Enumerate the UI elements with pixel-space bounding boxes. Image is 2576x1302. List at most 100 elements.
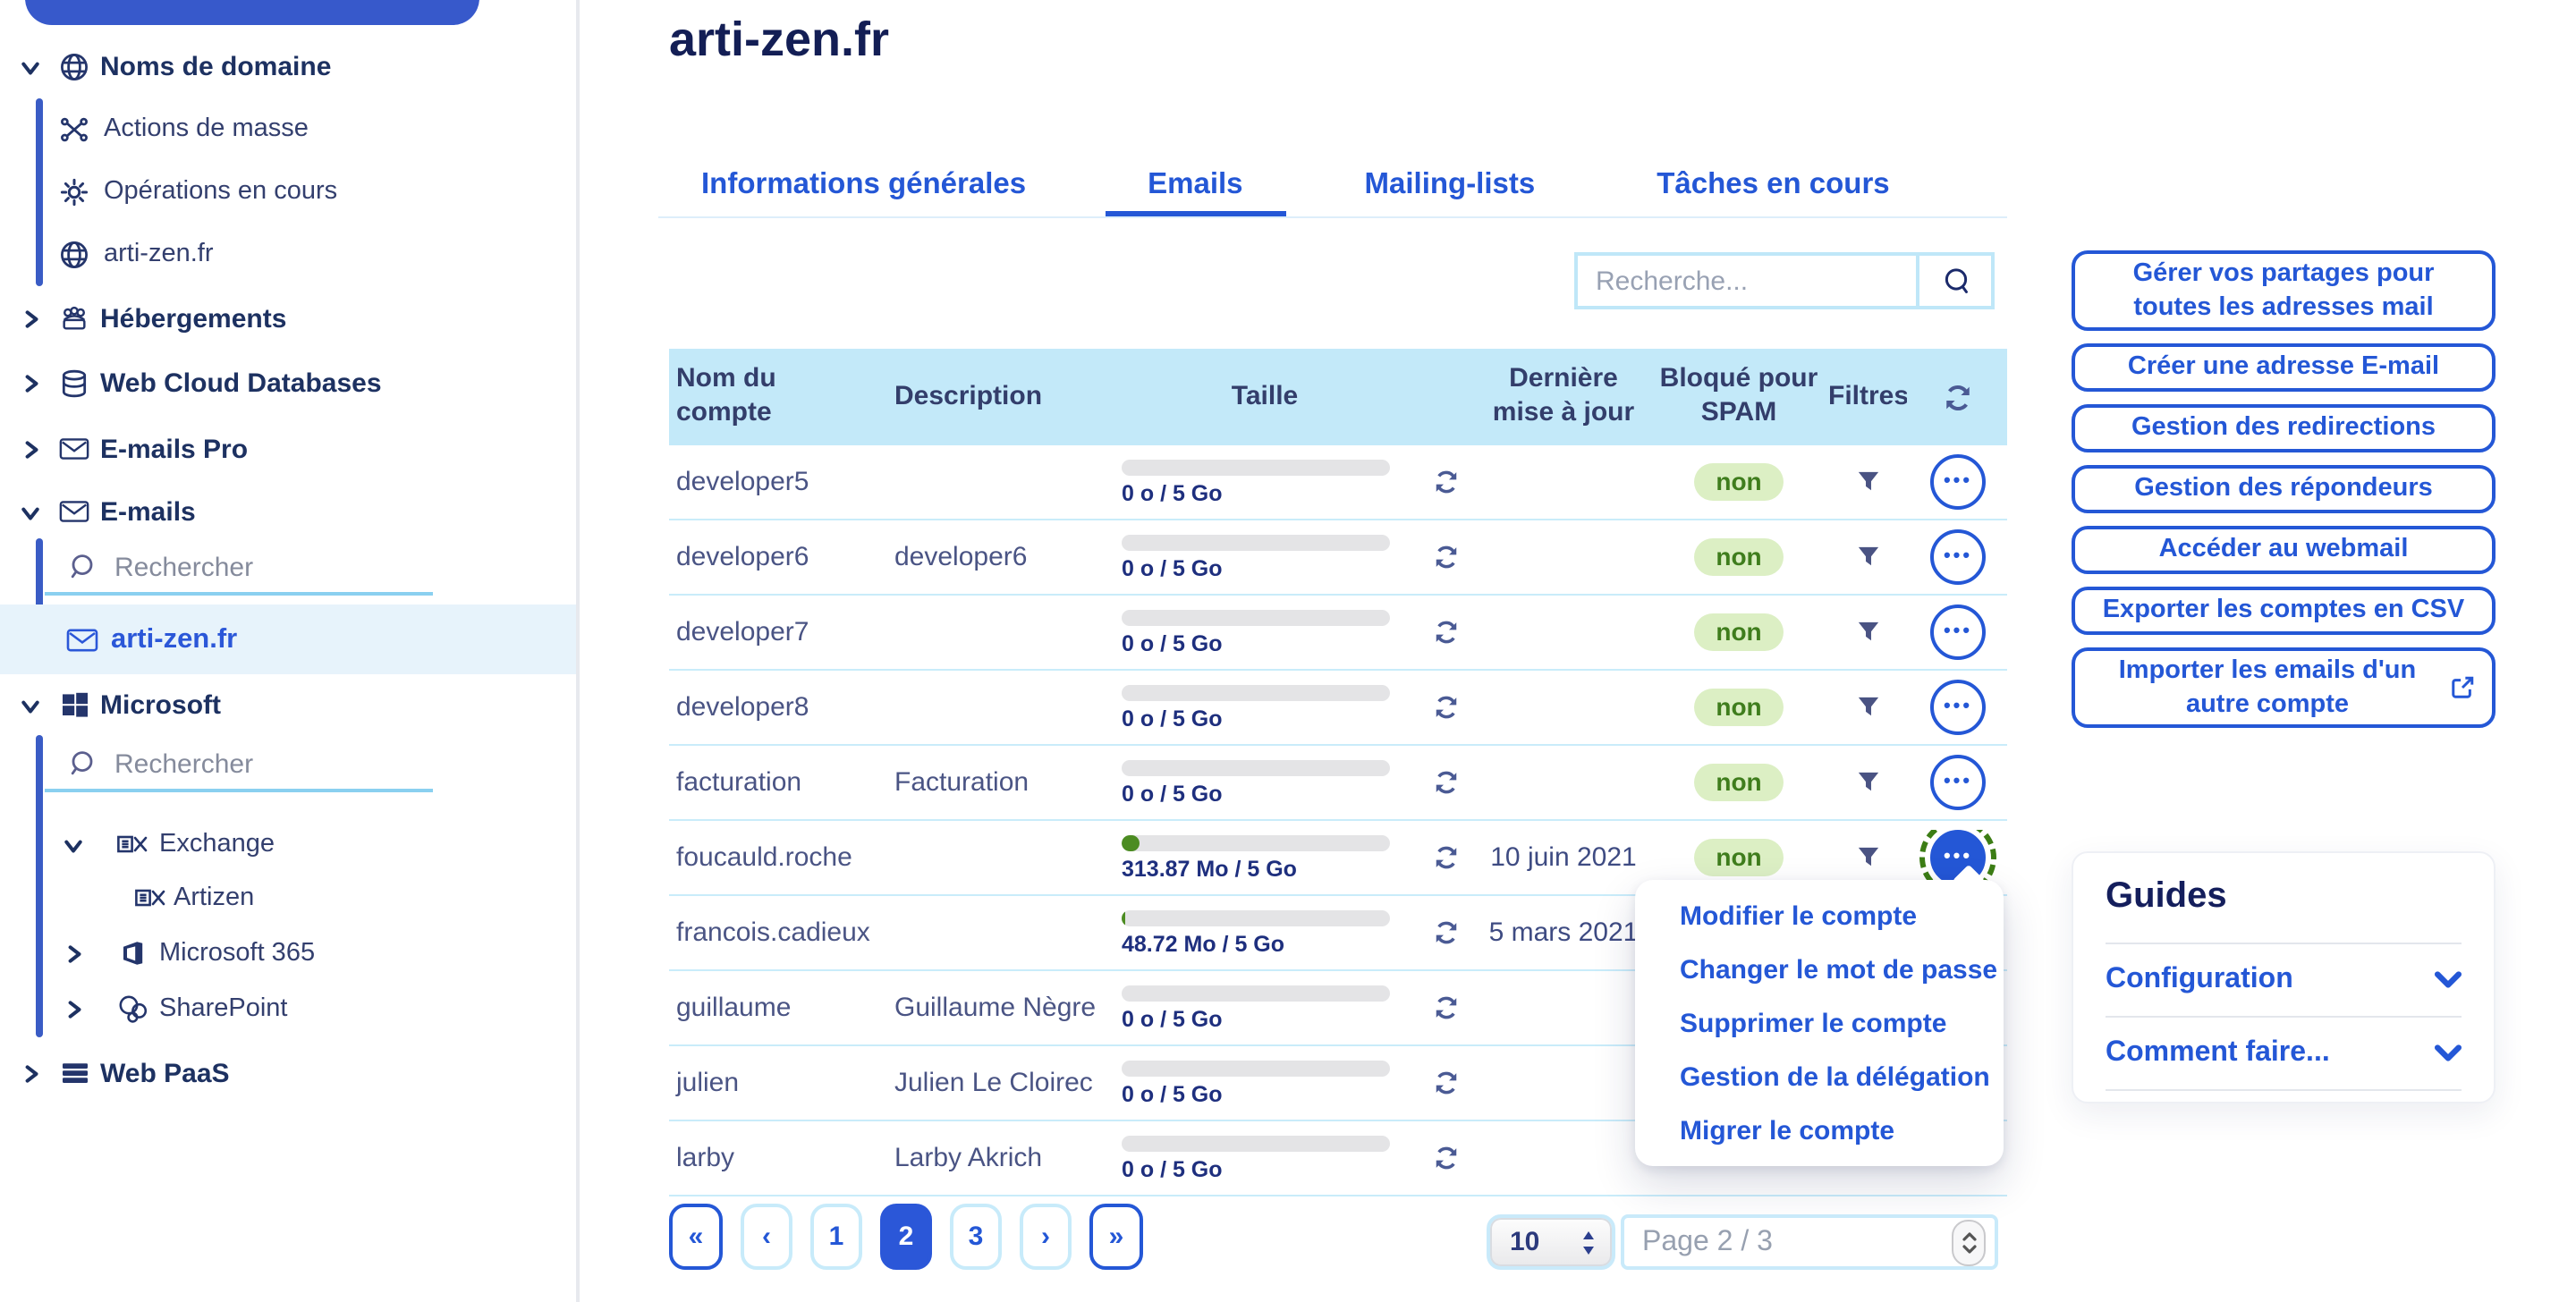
spam-status-badge: non bbox=[1694, 763, 1784, 802]
hosting-icon bbox=[59, 304, 89, 333]
filter-icon[interactable] bbox=[1828, 545, 1907, 569]
database-icon bbox=[59, 368, 89, 398]
export-csv-button[interactable]: Exporter les comptes en CSV bbox=[2072, 587, 2496, 636]
quota-progress bbox=[1122, 609, 1390, 625]
sidebar: Noms de domaine Actions de masse Opérati… bbox=[0, 0, 576, 1302]
row-actions-button[interactable]: ••• bbox=[1929, 755, 1985, 810]
sidebar-item-web-paas[interactable]: Web PaaS bbox=[0, 1050, 594, 1096]
mail-icon bbox=[66, 627, 98, 652]
chevron-down-icon bbox=[2435, 1044, 2462, 1062]
filter-icon[interactable] bbox=[1828, 470, 1907, 494]
first-page-button[interactable]: « bbox=[669, 1204, 723, 1270]
table-row: facturation Facturation 0 o / 5 Go non •… bbox=[669, 746, 2007, 821]
sidebar-item-mass-actions[interactable]: Actions de masse bbox=[0, 106, 635, 152]
chevron-right-icon bbox=[61, 943, 86, 963]
chevron-right-icon bbox=[18, 309, 43, 328]
quota-progress bbox=[1122, 1135, 1390, 1151]
sidebar-item-emails-pro[interactable]: E-mails Pro bbox=[0, 426, 594, 472]
sidebar-item-microsoft-365[interactable]: Microsoft 365 bbox=[0, 930, 637, 976]
autoresponders-button[interactable]: Gestion des répondeurs bbox=[2072, 465, 2496, 514]
guide-link-how-to[interactable]: Comment faire... bbox=[2106, 1018, 2462, 1091]
refresh-table-button[interactable] bbox=[1907, 382, 2007, 412]
import-emails-button[interactable]: Importer les emails d'un autre compte bbox=[2072, 647, 2496, 729]
chevron-down-icon bbox=[64, 832, 83, 857]
table-row: developer6 developer6 0 o / 5 Go non ••• bbox=[669, 520, 2007, 596]
search-button[interactable] bbox=[1916, 256, 1991, 306]
row-actions-button[interactable]: ••• bbox=[1929, 529, 1985, 585]
sidebar-search-input[interactable] bbox=[111, 550, 386, 584]
page-title: arti-zen.fr bbox=[669, 13, 890, 66]
menu-item-modify-account[interactable]: Modifier le compte bbox=[1680, 900, 1918, 931]
webmail-button[interactable]: Accéder au webmail bbox=[2072, 526, 2496, 575]
quota-progress bbox=[1122, 909, 1390, 926]
spam-status-badge: non bbox=[1694, 838, 1784, 877]
refresh-row-icon[interactable] bbox=[1413, 619, 1478, 646]
next-page-button[interactable]: › bbox=[1020, 1204, 1072, 1270]
filter-icon[interactable] bbox=[1828, 846, 1907, 869]
gear-icon bbox=[59, 176, 89, 207]
page-1-button[interactable]: 1 bbox=[810, 1204, 862, 1270]
previous-page-button[interactable]: ‹ bbox=[741, 1204, 792, 1270]
filter-icon[interactable] bbox=[1828, 771, 1907, 794]
sidebar-search-microsoft-input[interactable] bbox=[111, 747, 386, 781]
mail-icon bbox=[59, 499, 89, 524]
quota-progress bbox=[1122, 459, 1390, 475]
guide-link-configuration[interactable]: Configuration bbox=[2106, 944, 2462, 1018]
page-2-button-current[interactable]: 2 bbox=[880, 1204, 932, 1270]
page-indicator-input[interactable] bbox=[1624, 1224, 1952, 1260]
refresh-row-icon[interactable] bbox=[1413, 919, 1478, 946]
accounts-table: Nom du compte Description Taille Dernièr… bbox=[669, 349, 2007, 1196]
last-page-button[interactable]: » bbox=[1089, 1204, 1143, 1270]
menu-item-change-password[interactable]: Changer le mot de passe bbox=[1680, 954, 1998, 985]
row-actions-button[interactable]: ••• bbox=[1929, 680, 1985, 735]
redirections-button[interactable]: Gestion des redirections bbox=[2072, 404, 2496, 453]
table-row: developer8 0 o / 5 Go non ••• bbox=[669, 671, 2007, 746]
chevron-down-icon bbox=[2435, 971, 2462, 989]
sidebar-item-microsoft[interactable]: Microsoft bbox=[0, 681, 594, 728]
page-3-button[interactable]: 3 bbox=[950, 1204, 1002, 1270]
filter-icon[interactable] bbox=[1828, 621, 1907, 644]
tab-mailing-lists[interactable]: Mailing-lists bbox=[1364, 168, 1536, 200]
search-input[interactable] bbox=[1578, 256, 1916, 306]
manage-shares-button[interactable]: Gérer vos partages pour toutes les adres… bbox=[2072, 250, 2496, 332]
tab-informations-generales[interactable]: Informations générales bbox=[701, 168, 1027, 200]
table-row: developer5 0 o / 5 Go non ••• bbox=[669, 445, 2007, 520]
tab-emails[interactable]: Emails bbox=[1105, 154, 1285, 216]
select-arrows-icon bbox=[1581, 1230, 1596, 1255]
sidebar-item-artizen-mailbox-selected[interactable]: arti-zen.fr bbox=[0, 604, 576, 674]
globe-icon bbox=[59, 51, 89, 81]
refresh-row-icon[interactable] bbox=[1413, 1070, 1478, 1096]
mass-actions-icon bbox=[59, 114, 89, 144]
create-email-button[interactable]: Créer une adresse E-mail bbox=[2072, 343, 2496, 393]
filter-icon[interactable] bbox=[1828, 696, 1907, 719]
sidebar-item-domains[interactable]: Noms de domaine bbox=[0, 43, 594, 89]
refresh-row-icon[interactable] bbox=[1413, 769, 1478, 796]
sidebar-top-button[interactable] bbox=[25, 0, 479, 25]
row-actions-menu: Modifier le compte Changer le mot de pas… bbox=[1635, 864, 2004, 1166]
menu-item-delegation[interactable]: Gestion de la délégation bbox=[1680, 1061, 1990, 1092]
sidebar-item-exchange[interactable]: Exchange bbox=[0, 821, 637, 867]
sidebar-item-operations[interactable]: Opérations en cours bbox=[0, 168, 635, 215]
sidebar-item-sharepoint[interactable]: SharePoint bbox=[0, 985, 637, 1032]
refresh-row-icon[interactable] bbox=[1413, 694, 1478, 721]
sidebar-search bbox=[45, 542, 433, 596]
refresh-row-icon[interactable] bbox=[1413, 994, 1478, 1021]
quota-progress bbox=[1122, 985, 1390, 1001]
number-spinner[interactable] bbox=[1952, 1219, 1986, 1265]
refresh-row-icon[interactable] bbox=[1413, 844, 1478, 871]
sidebar-item-artizen-exchange[interactable]: Artizen bbox=[0, 875, 710, 921]
refresh-row-icon[interactable] bbox=[1413, 469, 1478, 495]
menu-item-migrate-account[interactable]: Migrer le compte bbox=[1680, 1115, 1895, 1146]
row-actions-button[interactable]: ••• bbox=[1929, 604, 1985, 660]
sidebar-item-web-cloud-databases[interactable]: Web Cloud Databases bbox=[0, 359, 594, 406]
refresh-row-icon[interactable] bbox=[1413, 1145, 1478, 1171]
spam-status-badge: non bbox=[1694, 688, 1784, 727]
sidebar-item-hosting[interactable]: Hébergements bbox=[0, 295, 594, 342]
refresh-row-icon[interactable] bbox=[1413, 544, 1478, 571]
sidebar-item-emails[interactable]: E-mails bbox=[0, 488, 594, 535]
menu-item-delete-account[interactable]: Supprimer le compte bbox=[1680, 1008, 1947, 1038]
sidebar-item-domain-artizen[interactable]: arti-zen.fr bbox=[0, 231, 635, 277]
page-size-select[interactable]: 10 bbox=[1487, 1214, 1615, 1270]
tab-taches-en-cours[interactable]: Tâches en cours bbox=[1657, 168, 1890, 200]
row-actions-button[interactable]: ••• bbox=[1929, 454, 1985, 510]
